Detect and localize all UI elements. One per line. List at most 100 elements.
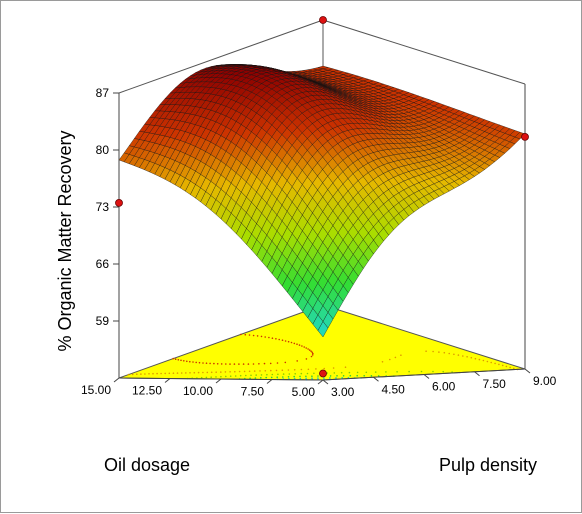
contour-80-pt-21 xyxy=(333,367,335,369)
contour-80-pt-63 xyxy=(148,373,150,375)
y-axis-title: Oil dosage xyxy=(104,455,190,475)
contour-70-pt-4 xyxy=(363,375,365,377)
contour-75-pt-16 xyxy=(313,373,315,375)
contour-70-pt-15 xyxy=(293,376,295,378)
contour-75-pt-30 xyxy=(235,375,237,377)
contour-75-pt-4 xyxy=(421,371,423,373)
contour-75-pt-22 xyxy=(277,374,279,376)
contour-85-pt-56 xyxy=(172,358,174,360)
y-tick-mark-4 xyxy=(114,378,119,382)
contour-80-pt-1 xyxy=(513,368,515,370)
contour-80-pt-42 xyxy=(239,371,241,373)
contour-85-pt-41 xyxy=(272,337,274,339)
contour-80-pt-28 xyxy=(400,354,402,356)
contour-75-pt-25 xyxy=(261,374,263,376)
contour-85-pt-54 xyxy=(175,358,177,360)
contour-80-pt-68 xyxy=(128,374,130,376)
y-tick-label-1: 7.50 xyxy=(241,385,265,399)
contour-80-pt-46 xyxy=(220,371,222,373)
contour-80-pt-5 xyxy=(498,364,500,366)
contour-80-pt-13 xyxy=(466,356,468,358)
contour-80-pt-25 xyxy=(395,357,397,359)
contour-85-pt-43 xyxy=(268,337,270,339)
z-tick-label-0: 59 xyxy=(96,314,110,328)
contour-80-pt-15 xyxy=(458,354,460,356)
contour-80-pt-60 xyxy=(160,373,162,375)
contour-75-pt-26 xyxy=(255,374,257,376)
contour-80-pt-16 xyxy=(453,354,455,356)
contour-85-pt-50 xyxy=(180,360,182,362)
contour-85-pt-20 xyxy=(234,363,236,365)
contour-75-pt-32 xyxy=(225,376,227,378)
contour-80-pt-32 xyxy=(294,369,296,371)
contour-80-pt-40 xyxy=(249,371,251,373)
x-tick-mark-3 xyxy=(475,372,480,376)
contour-80-pt-43 xyxy=(234,371,236,373)
contour-85-pt-19 xyxy=(303,346,305,348)
contour-85-pt-3 xyxy=(311,356,313,358)
contour-70-pt-13 xyxy=(305,376,307,378)
contour-80-pt-53 xyxy=(189,372,191,374)
contour-65-pt-10 xyxy=(300,378,302,380)
contour-75-pt-23 xyxy=(272,374,274,376)
contour-85-pt-37 xyxy=(278,339,280,341)
contour-70-pt-21 xyxy=(260,377,262,379)
x-axis-title: Pulp density xyxy=(439,455,537,475)
contour-65-pt-6 xyxy=(323,377,325,379)
contour-80-pt-18 xyxy=(345,366,347,368)
contour-80-pt-47 xyxy=(215,371,217,373)
contour-85-pt-51 xyxy=(253,335,255,337)
contour-70-pt-5 xyxy=(356,375,358,377)
contour-80-pt-19 xyxy=(382,361,384,363)
contour-75-pt-10 xyxy=(357,372,359,374)
contour-75-pt-9 xyxy=(366,372,368,374)
contour-65-pt-7 xyxy=(317,377,319,379)
contour-85-pt-28 xyxy=(217,363,219,365)
contour-80-pt-50 xyxy=(202,372,204,374)
contour-80-pt-62 xyxy=(152,373,154,375)
contour-85-pt-47 xyxy=(261,336,263,338)
contour-85-pt-15 xyxy=(307,348,309,350)
contour-85-pt-21 xyxy=(301,345,303,347)
contour-85-pt-0 xyxy=(296,360,298,362)
contour-85-pt-12 xyxy=(253,363,255,365)
z-tick-label-2: 73 xyxy=(96,200,110,214)
contour-80-pt-34 xyxy=(282,369,284,371)
design-point-3 xyxy=(320,17,327,24)
contour-75-pt-7 xyxy=(385,371,387,373)
contour-65-pt-3 xyxy=(341,377,343,379)
contour-80-pt-12 xyxy=(471,357,473,359)
contour-85-pt-29 xyxy=(291,342,293,344)
contour-75-pt-19 xyxy=(294,373,296,375)
contour-85-pt-2 xyxy=(285,362,287,364)
contour-75-pt-36 xyxy=(206,377,208,379)
contour-80-pt-64 xyxy=(144,373,146,375)
contour-85-pt-24 xyxy=(225,363,227,365)
y-tick-mark-3 xyxy=(165,379,170,383)
contour-80-pt-26 xyxy=(432,351,434,353)
contour-80-pt-48 xyxy=(211,372,213,374)
contour-70-pt-18 xyxy=(276,376,278,378)
contour-80-pt-35 xyxy=(276,370,278,372)
contour-80-pt-59 xyxy=(164,373,166,375)
contour-80-pt-27 xyxy=(315,368,317,370)
contour-85-pt-42 xyxy=(192,361,194,363)
contour-80-pt-58 xyxy=(169,373,171,375)
contour-70-pt-7 xyxy=(343,375,345,377)
contour-80-pt-55 xyxy=(181,372,183,374)
contour-70-pt-16 xyxy=(288,376,290,378)
contour-80-pt-17 xyxy=(448,353,450,355)
contour-70-pt-8 xyxy=(336,375,338,377)
contour-85-pt-38 xyxy=(199,362,201,364)
contour-85-pt-26 xyxy=(221,363,223,365)
contour-80-pt-36 xyxy=(270,370,272,372)
contour-85-pt-10 xyxy=(258,363,260,365)
contour-80-pt-61 xyxy=(156,373,158,375)
contour-75-pt-6 xyxy=(396,371,398,373)
contour-70-pt-17 xyxy=(282,376,284,378)
contour-75-pt-12 xyxy=(341,372,343,374)
contour-80-pt-23 xyxy=(438,351,440,353)
contour-70-pt-20 xyxy=(265,377,267,379)
contour-80-pt-33 xyxy=(288,369,290,371)
